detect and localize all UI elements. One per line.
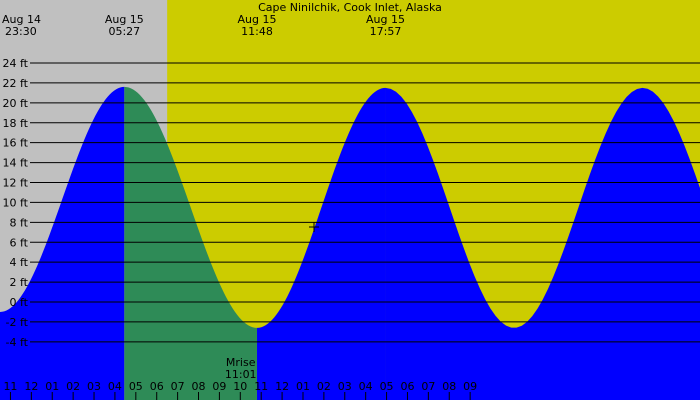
x-tick-label: 01 <box>296 380 310 393</box>
x-tick-label: 02 <box>317 380 331 393</box>
x-tick-label: 01 <box>45 380 59 393</box>
x-tick-label: 06 <box>400 380 414 393</box>
x-tick-label: 05 <box>380 380 394 393</box>
y-tick-label: 12 ft <box>3 177 29 190</box>
y-tick-label: -2 ft <box>6 316 29 329</box>
x-tick-label: 05 <box>129 380 143 393</box>
x-tick-label: 09 <box>212 380 226 393</box>
x-tick-label: 09 <box>463 380 477 393</box>
crosshair-cursor <box>309 222 319 232</box>
x-tick-label: 04 <box>359 380 373 393</box>
y-tick-label: 16 ft <box>3 137 29 150</box>
y-tick-label: 4 ft <box>10 256 29 269</box>
y-tick-label: 0 ft <box>10 296 29 309</box>
y-tick-label: 2 ft <box>10 276 29 289</box>
x-tick-label: 12 <box>24 380 38 393</box>
y-tick-label: -4 ft <box>6 336 29 349</box>
extreme-time: 05:27 <box>108 25 140 38</box>
extreme-date: Aug 15 <box>238 13 277 26</box>
x-tick-label: 03 <box>338 380 352 393</box>
extreme-time: 17:57 <box>370 25 402 38</box>
y-tick-label: 18 ft <box>3 117 29 130</box>
x-tick-label: 08 <box>192 380 206 393</box>
x-tick-label: 07 <box>421 380 435 393</box>
x-tick-label: 07 <box>171 380 185 393</box>
extreme-time: 11:48 <box>241 25 273 38</box>
x-tick-label: 04 <box>108 380 122 393</box>
x-tick-label: 02 <box>66 380 80 393</box>
y-axis-labels: 24 ft 22 ft 20 ft 18 ft 16 ft 14 ft 12 ft 10 ft… <box>3 57 29 349</box>
y-tick-label: 22 ft <box>3 77 29 90</box>
y-tick-label: 24 ft <box>3 57 29 70</box>
y-tick-label: 8 ft <box>10 216 29 229</box>
y-tick-label: 6 ft <box>10 236 29 249</box>
x-tick-label: 06 <box>150 380 164 393</box>
y-tick-label: 20 ft <box>3 97 29 110</box>
x-tick-label: 03 <box>87 380 101 393</box>
y-tick-label: 14 ft <box>3 157 29 170</box>
x-tick-label: 11 <box>3 380 17 393</box>
x-tick-label: 11 <box>254 380 268 393</box>
chart-title: Cape Ninilchik, Cook Inlet, Alaska <box>258 1 442 14</box>
x-axis-hour-labels: 11 12 01 02 03 04 05 06 07 08 09 10 11 12 01 02 03 04 05 06… <box>3 380 477 400</box>
x-tick-label: 12 <box>275 380 289 393</box>
x-tick-label: 08 <box>442 380 456 393</box>
moon-event-name: Mrise <box>226 356 256 369</box>
extreme-date: Aug 15 <box>105 13 144 26</box>
y-tick-label: 10 ft <box>3 196 29 209</box>
extreme-time: 23:30 <box>5 25 37 38</box>
extreme-date: Aug 15 <box>366 13 405 26</box>
x-tick-label: 10 <box>233 380 247 393</box>
moon-event-time: 11:01 <box>225 368 257 381</box>
gridlines <box>30 62 700 343</box>
extreme-date: Aug 14 <box>2 13 41 26</box>
